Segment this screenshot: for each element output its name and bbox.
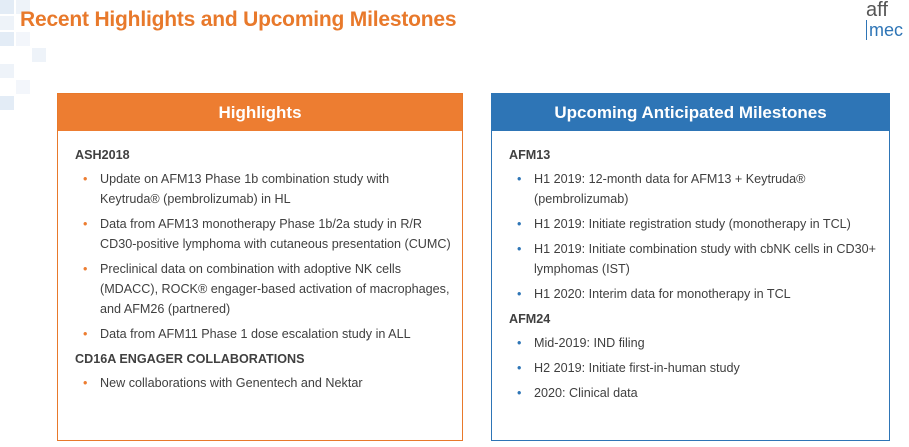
- bullet-item: Preclinical data on combination with ado…: [75, 259, 452, 319]
- bullet-item: H1 2019: Initiate combination study with…: [509, 239, 879, 279]
- panel-header: Upcoming Anticipated Milestones: [492, 94, 889, 131]
- slide-title: Recent Highlights and Upcoming Milestone…: [20, 8, 457, 31]
- bullet-item: Data from AFM11 Phase 1 dose escalation …: [75, 324, 452, 344]
- bullet-item: 2020: Clinical data: [509, 383, 879, 403]
- panel-body: ASH2018 Update on AFM13 Phase 1b combinat…: [58, 131, 462, 393]
- panel-body: AFM13 H1 2019: 12-month data for AFM13 + …: [492, 131, 889, 403]
- group-heading: AFM13: [509, 148, 551, 162]
- bullet-item: H2 2019: Initiate first-in-human study: [509, 358, 879, 378]
- bullet-item: Update on AFM13 Phase 1b combination stu…: [75, 169, 452, 209]
- bullet-item: New collaborations with Genentech and Ne…: [75, 373, 452, 393]
- bullet-item: Data from AFM13 monotherapy Phase 1b/2a …: [75, 214, 452, 254]
- bullet-item: H1 2020: Interim data for monotherapy in…: [509, 284, 879, 304]
- logo-text: aff: [866, 0, 888, 21]
- highlights-panel: Highlights ASH2018 Update on AFM13 Phase 1…: [57, 93, 463, 441]
- group-heading: CD16A ENGAGER COLLABORATIONS: [75, 352, 305, 366]
- group-heading: ASH2018: [75, 148, 130, 162]
- panel-header: Highlights: [58, 94, 462, 131]
- group-heading: AFM24: [509, 312, 551, 326]
- milestones-panel: Upcoming Anticipated Milestones AFM13 H1 2…: [491, 93, 890, 441]
- logo-text: mec: [866, 20, 903, 40]
- bullet-item: Mid-2019: IND filing: [509, 333, 879, 353]
- bullet-item: H1 2019: 12-month data for AFM13 + Keytr…: [509, 169, 879, 209]
- logo: aff mec: [866, 0, 903, 40]
- decoration: [0, 0, 46, 110]
- bullet-item: H1 2019: Initiate registration study (mo…: [509, 214, 879, 234]
